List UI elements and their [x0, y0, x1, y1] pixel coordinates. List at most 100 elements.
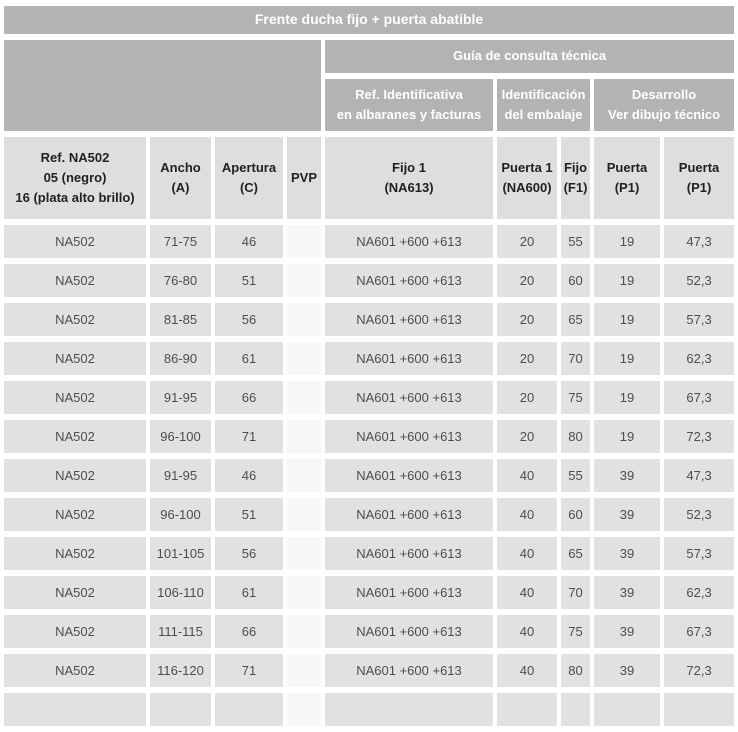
cell-pvp: [287, 576, 321, 609]
cell-puerta-p1-2: 67,3: [664, 615, 735, 648]
table-row: NA502 91-95 46 NA601 +600 +613 40 55 39 47,3: [4, 459, 735, 492]
cell-ref: NA502: [4, 225, 146, 258]
table-row: NA502 111-115 66 NA601 +600 +613 40 75 39 67,3: [4, 615, 735, 648]
cell-fijo-f1: 65: [561, 537, 590, 570]
col-header-puerta1-na600: Puerta 1 (NA600): [497, 137, 557, 219]
cell-ancho: 91-95: [150, 381, 211, 414]
cell-ancho: [150, 693, 211, 726]
cell-pvp: [287, 693, 321, 726]
cell-puerta-p1-1: 19: [594, 342, 660, 375]
cell-pvp: [287, 225, 321, 258]
cell-apertura: 61: [215, 576, 283, 609]
cell-fijo1-na613: NA601 +600 +613: [325, 342, 493, 375]
col-header-puerta-p1-1: Puerta (P1): [594, 137, 660, 219]
cell-puerta1-na600: 20: [497, 342, 557, 375]
cell-puerta1-na600: 20: [497, 264, 557, 297]
cell-apertura: [215, 693, 283, 726]
cell-ref: NA502: [4, 654, 146, 687]
cell-fijo-f1: 55: [561, 225, 590, 258]
cell-puerta-p1-1: 19: [594, 225, 660, 258]
cell-puerta1-na600: 20: [497, 420, 557, 453]
col-header-puerta-p1-2: Puerta (P1): [664, 137, 735, 219]
cell-fijo-f1: 80: [561, 654, 590, 687]
cell-apertura: 56: [215, 303, 283, 336]
cell-fijo1-na613: NA601 +600 +613: [325, 537, 493, 570]
cell-puerta-p1-1: 19: [594, 381, 660, 414]
cell-pvp: [287, 654, 321, 687]
col-header-ref: Ref. NA502 05 (negro) 16 (plata alto bri…: [4, 137, 146, 219]
cell-puerta-p1-2: 47,3: [664, 225, 735, 258]
cell-ref: NA502: [4, 420, 146, 453]
cell-puerta-p1-1: 39: [594, 615, 660, 648]
cell-ref: NA502: [4, 303, 146, 336]
guide-header-row: Guía de consulta técnica: [4, 40, 735, 131]
cell-fijo-f1: 80: [561, 420, 590, 453]
cell-puerta-p1-2: 72,3: [664, 654, 735, 687]
cell-puerta-p1-1: [594, 693, 660, 726]
cell-apertura: 51: [215, 498, 283, 531]
cell-puerta-p1-2: 62,3: [664, 342, 735, 375]
col-header-apertura: Apertura (C): [215, 137, 283, 219]
cell-ref: NA502: [4, 615, 146, 648]
group-header-row: Ref. Identificativa en albaranes y factu…: [4, 79, 735, 131]
header-spacer-block: [4, 40, 321, 131]
cell-fijo-f1: 70: [561, 576, 590, 609]
cell-fijo-f1: 75: [561, 381, 590, 414]
cell-apertura: 66: [215, 615, 283, 648]
cell-pvp: [287, 303, 321, 336]
cell-puerta1-na600: 20: [497, 303, 557, 336]
table-row: NA502 71-75 46 NA601 +600 +613 20 55 19 47,3: [4, 225, 735, 258]
table-row: NA502 106-110 61 NA601 +600 +613 40 70 39 62,3: [4, 576, 735, 609]
cell-apertura: 46: [215, 225, 283, 258]
cell-ref: NA502: [4, 576, 146, 609]
cell-ancho: 101-105: [150, 537, 211, 570]
group-header-desarrollo: Desarrollo Ver dibujo técnico: [594, 79, 735, 131]
cell-apertura: 61: [215, 342, 283, 375]
cell-ref: NA502: [4, 498, 146, 531]
cell-fijo-f1: 75: [561, 615, 590, 648]
group-header-ref-identificativa: Ref. Identificativa en albaranes y factu…: [325, 79, 493, 131]
table-title-banner: Frente ducha fijo + puerta abatible: [4, 6, 735, 34]
cell-puerta1-na600: 40: [497, 498, 557, 531]
cell-ancho: 81-85: [150, 303, 211, 336]
cell-puerta-p1-1: 19: [594, 264, 660, 297]
cell-fijo1-na613: NA601 +600 +613: [325, 654, 493, 687]
title-banner-row: Frente ducha fijo + puerta abatible: [4, 6, 735, 34]
cell-fijo-f1: 70: [561, 342, 590, 375]
table-body: NA502 71-75 46 NA601 +600 +613 20 55 19 47,3 NA5…: [4, 225, 735, 726]
group-header-identificacion-embalaje: Identificación del embalaje: [497, 79, 590, 131]
cell-apertura: 46: [215, 459, 283, 492]
cell-fijo1-na613: NA601 +600 +613: [325, 420, 493, 453]
cell-fijo1-na613: NA601 +600 +613: [325, 381, 493, 414]
col-header-pvp: PVP: [287, 137, 321, 219]
cell-puerta-p1-1: 39: [594, 576, 660, 609]
cell-apertura: 71: [215, 654, 283, 687]
table-row: NA502 91-95 66 NA601 +600 +613 20 75 19 67,3: [4, 381, 735, 414]
cell-fijo1-na613: NA601 +600 +613: [325, 459, 493, 492]
cell-fijo-f1: [561, 693, 590, 726]
cell-fijo1-na613: [325, 693, 493, 726]
col-header-fijo-f1: Fijo (F1): [561, 137, 590, 219]
cell-puerta-p1-2: 72,3: [664, 420, 735, 453]
cell-ancho: 71-75: [150, 225, 211, 258]
cell-puerta-p1-2: 47,3: [664, 459, 735, 492]
cell-pvp: [287, 381, 321, 414]
cell-pvp: [287, 342, 321, 375]
cell-puerta1-na600: 20: [497, 225, 557, 258]
cell-ref: NA502: [4, 537, 146, 570]
cell-puerta1-na600: 40: [497, 576, 557, 609]
cell-ancho: 116-120: [150, 654, 211, 687]
cell-fijo1-na613: NA601 +600 +613: [325, 264, 493, 297]
technical-guide-header: Guía de consulta técnica: [325, 40, 735, 73]
cell-ref: NA502: [4, 342, 146, 375]
table-row: NA502 116-120 71 NA601 +600 +613 40 80 39 72,3: [4, 654, 735, 687]
table-row: NA502 101-105 56 NA601 +600 +613 40 65 39 57,3: [4, 537, 735, 570]
cell-ancho: 106-110: [150, 576, 211, 609]
cell-puerta-p1-2: 62,3: [664, 576, 735, 609]
cell-fijo-f1: 55: [561, 459, 590, 492]
cell-ref: [4, 693, 146, 726]
cell-puerta-p1-1: 39: [594, 654, 660, 687]
cell-fijo-f1: 60: [561, 264, 590, 297]
cell-puerta-p1-2: [664, 693, 735, 726]
